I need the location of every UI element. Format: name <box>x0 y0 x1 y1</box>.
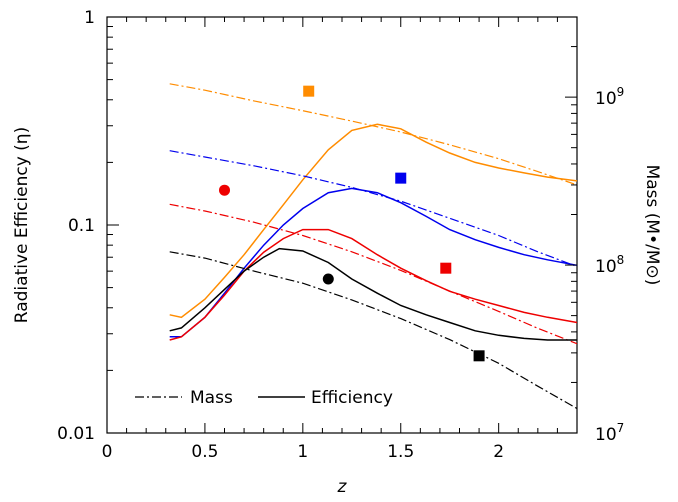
legend-mass-label: Mass <box>190 388 233 408</box>
efficiency-line-4 <box>169 247 577 341</box>
x-axis-label: z <box>337 477 348 497</box>
y-right-tick-label: 107 <box>595 421 624 445</box>
efficiency-line-3 <box>169 228 578 341</box>
legend: Mass Efficiency <box>135 388 393 408</box>
y-right-tick-label: 109 <box>595 85 624 109</box>
efficiency-line-2 <box>169 187 578 338</box>
ticks-layer: 0 0.5 1 1.5 2 0.01 0.1 1 107 108 109 <box>57 8 624 462</box>
y-axis-left-label: Radiative Efficiency (η) <box>12 127 32 323</box>
mass-line-1 <box>169 83 578 186</box>
x-tick-label: 1.5 <box>387 442 414 462</box>
square-marker-2 <box>395 172 407 184</box>
x-tick-label: 1 <box>297 442 308 462</box>
y-axis-right-label: Mass (M•/M⊙) <box>642 165 662 286</box>
y-right-tick-label: 108 <box>595 253 624 277</box>
series-layer <box>169 83 578 410</box>
mass-line-3 <box>169 203 578 345</box>
square-marker-4-b <box>473 350 485 362</box>
y-left-tick-label: 0.1 <box>68 216 95 236</box>
y-left-tick-label: 1 <box>84 8 95 28</box>
mass-line-4 <box>169 251 578 410</box>
x-tick-label: 0 <box>102 442 113 462</box>
x-tick-label: 0.5 <box>191 442 218 462</box>
plot-frame <box>106 16 578 434</box>
square-marker-1 <box>303 85 315 97</box>
circle-marker-3 <box>219 184 230 196</box>
x-tick-label: 2 <box>493 442 504 462</box>
circle-marker-4 <box>322 273 334 285</box>
y-left-tick-label: 0.01 <box>57 424 95 444</box>
legend-efficiency-label: Efficiency <box>311 388 393 408</box>
efficiency-line-1 <box>169 123 578 319</box>
square-marker-3-b <box>440 262 452 274</box>
mass-line-2 <box>169 150 578 268</box>
